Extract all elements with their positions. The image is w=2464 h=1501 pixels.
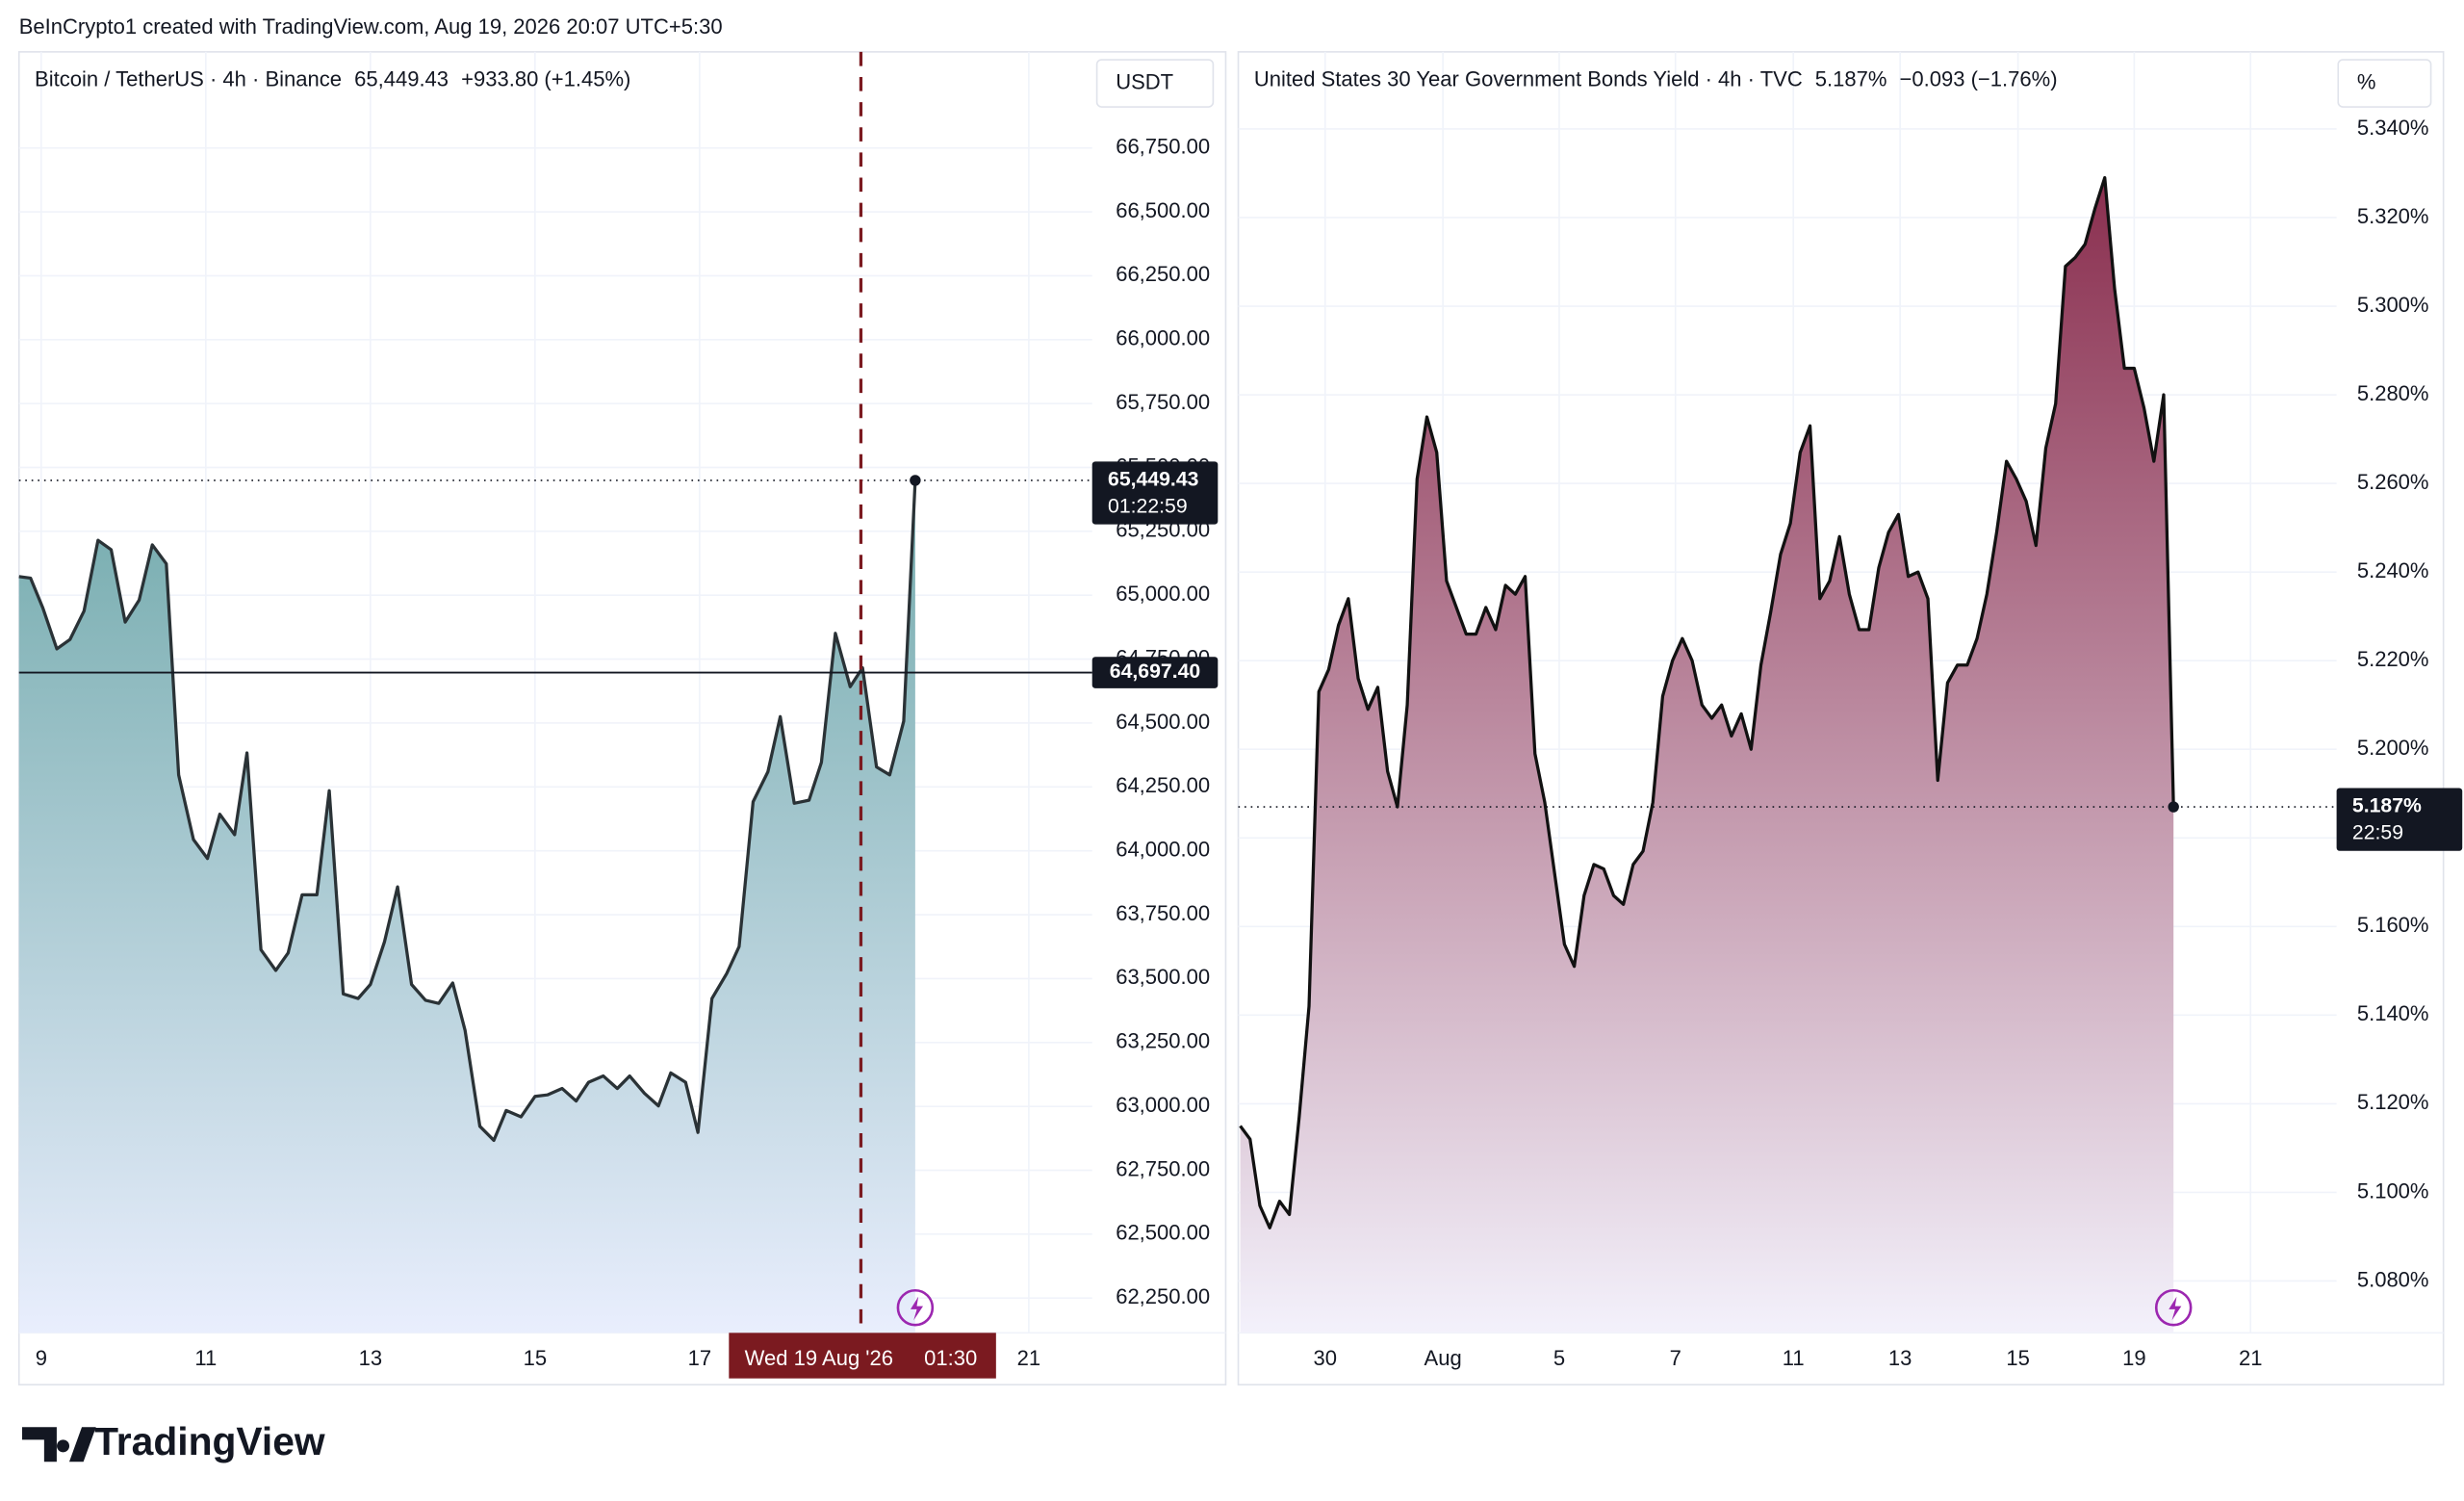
area-fill xyxy=(1240,177,2174,1333)
y-tick-label: 5.220% xyxy=(2357,647,2429,671)
x-tick-label: 5 xyxy=(1553,1346,1565,1370)
y-tick-label: 62,750.00 xyxy=(1116,1156,1210,1180)
crosshair-time: 01:30 xyxy=(924,1346,977,1370)
y-tick-label: 63,000.00 xyxy=(1116,1093,1210,1117)
x-tick-label: 15 xyxy=(2006,1346,2030,1370)
unit-label: USDT xyxy=(1116,69,1173,93)
y-tick-label: 65,000.00 xyxy=(1116,582,1210,606)
reference-label: 64,697.40 xyxy=(1110,660,1200,683)
brand-logo: TradingView xyxy=(22,1419,325,1463)
x-tick-label: 30 xyxy=(1314,1346,1338,1370)
x-tick-label: Aug xyxy=(1424,1346,1462,1370)
y-tick-label: 66,500.00 xyxy=(1116,198,1210,222)
y-tick-label: 5.160% xyxy=(2357,913,2429,937)
x-tick-label: 11 xyxy=(1783,1346,1805,1370)
y-tick-label: 5.340% xyxy=(2357,116,2429,140)
y-tick-label: 5.260% xyxy=(2357,470,2429,494)
legend-title: Bitcoin / TetherUS · 4h · Binance xyxy=(35,66,342,91)
right-pane xyxy=(1237,51,2445,1386)
last-price-label: 5.187% xyxy=(2352,795,2422,817)
y-tick-label: 66,750.00 xyxy=(1116,134,1210,158)
crosshair-date: Wed 19 Aug '26 xyxy=(745,1346,893,1370)
last-price-label: 65,449.43 xyxy=(1108,469,1199,491)
y-tick-label: 5.100% xyxy=(2357,1178,2429,1203)
brand-name: TradingView xyxy=(94,1419,325,1463)
logo-mark xyxy=(22,1427,96,1462)
legend: Bitcoin / TetherUS · 4h · Binance 65,449.… xyxy=(35,66,630,91)
legend-change: +933.80 (+1.45%) xyxy=(461,66,630,91)
x-tick-label: 13 xyxy=(1888,1346,1912,1370)
last-point xyxy=(910,475,921,486)
legend-price: 5.187% xyxy=(1815,66,1887,91)
unit-label: % xyxy=(2357,69,2376,93)
crosshair-label-box xyxy=(729,1333,996,1379)
y-tick-label: 66,000.00 xyxy=(1116,326,1210,350)
legend-title: United States 30 Year Government Bonds Y… xyxy=(1254,66,1803,91)
unit-box xyxy=(1095,59,1215,108)
last-price-box xyxy=(2336,788,2463,851)
x-tick-label: 19 xyxy=(2122,1346,2146,1370)
attribution: BeInCrypto1 created with TradingView.com… xyxy=(19,14,723,39)
price-line xyxy=(1239,175,2175,1229)
y-tick-label: 62,500.00 xyxy=(1116,1221,1210,1245)
y-tick-label: 5.320% xyxy=(2357,204,2429,228)
x-tick-label: 21 xyxy=(1017,1346,1041,1370)
x-tick-label: 21 xyxy=(2239,1346,2263,1370)
y-tick-label: 66,250.00 xyxy=(1116,262,1210,286)
x-tick-label: 9 xyxy=(36,1346,47,1370)
area-fill xyxy=(18,479,915,1333)
y-tick-label: 64,500.00 xyxy=(1116,710,1210,734)
x-tick-label: 11 xyxy=(194,1346,217,1370)
x-tick-label: 17 xyxy=(688,1346,712,1370)
legend: United States 30 Year Government Bonds Y… xyxy=(1254,66,2058,91)
y-tick-label: 63,500.00 xyxy=(1116,965,1210,989)
alert-icon xyxy=(2154,1288,2193,1327)
y-tick-label: 5.240% xyxy=(2357,558,2429,582)
y-tick-label: 5.280% xyxy=(2357,381,2429,405)
y-tick-label: 63,250.00 xyxy=(1116,1029,1210,1053)
x-tick-label: 15 xyxy=(524,1346,548,1370)
unit-box xyxy=(2337,59,2432,108)
alert-icon xyxy=(896,1288,935,1327)
alert-bolt xyxy=(2169,1296,2182,1321)
y-tick-label: 5.200% xyxy=(2357,736,2429,760)
legend-change: −0.093 (−1.76%) xyxy=(1900,66,2058,91)
countdown-label: 22:59 xyxy=(2352,821,2403,843)
countdown-label: 01:22:59 xyxy=(1108,495,1188,517)
y-tick-label: 64,000.00 xyxy=(1116,837,1210,861)
reference-label-box xyxy=(1091,657,1219,688)
y-tick-label: 62,250.00 xyxy=(1116,1284,1210,1308)
y-tick-label: 63,750.00 xyxy=(1116,901,1210,925)
last-point xyxy=(2168,801,2179,813)
y-tick-label: 65,750.00 xyxy=(1116,390,1210,414)
y-tick-label: 5.300% xyxy=(2357,293,2429,317)
y-tick-label: 5.080% xyxy=(2357,1267,2429,1291)
last-price-box xyxy=(1091,461,1219,525)
legend-price: 65,449.43 xyxy=(354,66,449,91)
y-tick-label: 64,250.00 xyxy=(1116,773,1210,797)
x-tick-label: 7 xyxy=(1670,1346,1681,1370)
alert-bolt xyxy=(910,1296,924,1321)
y-tick-label: 5.140% xyxy=(2357,1001,2429,1025)
price-line xyxy=(18,479,917,1143)
x-tick-label: 13 xyxy=(359,1346,383,1370)
y-tick-label: 5.120% xyxy=(2357,1090,2429,1114)
